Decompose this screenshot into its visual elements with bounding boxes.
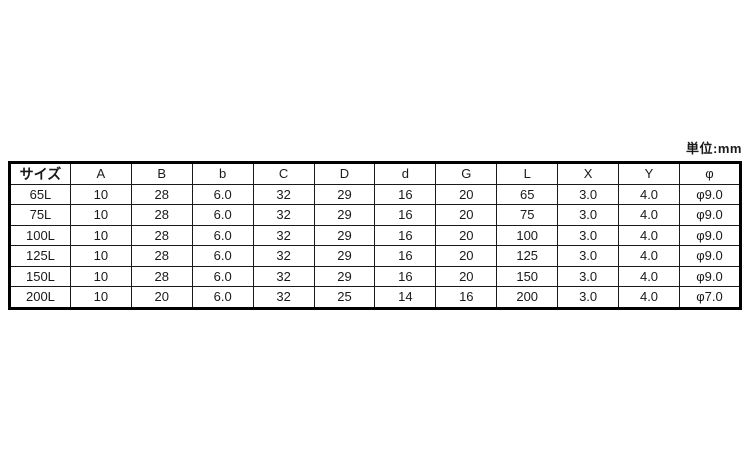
table-row-200L: 200L 10 20 6.0 32 25 14 16 200 3.0 4.0 φ7.0 <box>9 286 742 309</box>
row-label: 150L <box>9 265 71 287</box>
table-cell: 29 <box>313 183 376 205</box>
table-cell: 20 <box>435 183 498 205</box>
column-header-G: G <box>435 162 498 185</box>
table-cell: φ7.0 <box>678 286 742 309</box>
table-cell: 10 <box>69 224 132 246</box>
table-cell: 10 <box>69 245 132 267</box>
table-row-65L: 65L 10 28 6.0 32 29 16 20 65 3.0 4.0 φ9.0 <box>9 183 742 205</box>
table-cell: 32 <box>252 265 315 287</box>
column-header-Y: Y <box>618 162 680 185</box>
table-cell: 4.0 <box>618 183 680 205</box>
table-cell: 32 <box>252 204 315 226</box>
table-cell: 32 <box>252 286 315 309</box>
table-cell: 16 <box>374 224 437 246</box>
column-header-C: C <box>252 162 315 185</box>
table-cell: 14 <box>374 286 437 309</box>
table-cell: 28 <box>130 204 193 226</box>
table-cell: 16 <box>435 286 498 309</box>
table-cell: 6.0 <box>191 224 254 246</box>
table-cell: 10 <box>69 204 132 226</box>
table-cell: 20 <box>435 245 498 267</box>
table-cell: 10 <box>69 286 132 309</box>
table-cell: 4.0 <box>618 224 680 246</box>
table-cell: 3.0 <box>557 245 620 267</box>
table-cell: φ9.0 <box>678 204 742 226</box>
table-cell: 32 <box>252 224 315 246</box>
table-cell: 16 <box>374 183 437 205</box>
table-cell: 20 <box>130 286 193 309</box>
column-header-B: B <box>130 162 193 185</box>
table-cell: 4.0 <box>618 245 680 267</box>
table-cell: 10 <box>69 265 132 287</box>
column-header-L: L <box>496 162 559 185</box>
table-cell: 3.0 <box>557 204 620 226</box>
table-cell: φ9.0 <box>678 224 742 246</box>
table-cell: 3.0 <box>557 224 620 246</box>
table-cell: 16 <box>374 265 437 287</box>
table-cell: 200 <box>496 286 559 309</box>
table-row-150L: 150L 10 28 6.0 32 29 16 20 150 3.0 4.0 φ9.0 <box>9 265 742 287</box>
row-label: 125L <box>9 245 71 267</box>
table-cell: 29 <box>313 245 376 267</box>
table-cell: 29 <box>313 204 376 226</box>
table-cell: 4.0 <box>618 286 680 309</box>
table-cell: 65 <box>496 183 559 205</box>
table-cell: 4.0 <box>618 204 680 226</box>
table-cell: 6.0 <box>191 204 254 226</box>
table-cell: 6.0 <box>191 265 254 287</box>
row-label: 75L <box>9 204 71 226</box>
table-cell: φ9.0 <box>678 265 742 287</box>
table-cell: 29 <box>313 224 376 246</box>
table-cell: 3.0 <box>557 265 620 287</box>
table-cell: 25 <box>313 286 376 309</box>
table-cell: 16 <box>374 204 437 226</box>
column-header-D: D <box>313 162 376 185</box>
table-cell: 20 <box>435 224 498 246</box>
table-cell: 125 <box>496 245 559 267</box>
column-header-b: b <box>191 162 254 185</box>
table-cell: 3.0 <box>557 286 620 309</box>
table-cell: 100 <box>496 224 559 246</box>
column-header-X: X <box>557 162 620 185</box>
column-header-A: A <box>69 162 132 185</box>
row-label: 100L <box>9 224 71 246</box>
row-label: 200L <box>9 286 71 309</box>
table-cell: 20 <box>435 204 498 226</box>
table-cell: 10 <box>69 183 132 205</box>
table-cell: 28 <box>130 245 193 267</box>
table-cell: φ9.0 <box>678 183 742 205</box>
table-cell: 32 <box>252 245 315 267</box>
table-cell: 28 <box>130 265 193 287</box>
table-cell: 29 <box>313 265 376 287</box>
table-cell: 16 <box>374 245 437 267</box>
table-cell: 6.0 <box>191 245 254 267</box>
table-cell: 28 <box>130 224 193 246</box>
table-cell: 32 <box>252 183 315 205</box>
table-cell: 4.0 <box>618 265 680 287</box>
spec-table-body: 65L 10 28 6.0 32 29 16 20 65 3.0 4.0 φ9.0 75L 10 28 6.0… <box>9 183 742 309</box>
table-cell: 20 <box>435 265 498 287</box>
column-header-φ: φ <box>678 162 742 185</box>
table-cell: 150 <box>496 265 559 287</box>
table-cell: 6.0 <box>191 286 254 309</box>
table-row-75L: 75L 10 28 6.0 32 29 16 20 75 3.0 4.0 φ9.0 <box>9 204 742 226</box>
column-header-size: サイズ <box>9 162 71 185</box>
table-cell: 75 <box>496 204 559 226</box>
column-header-d: d <box>374 162 437 185</box>
table-cell: 3.0 <box>557 183 620 205</box>
table-cell: φ9.0 <box>678 245 742 267</box>
table-row-125L: 125L 10 28 6.0 32 29 16 20 125 3.0 4.0 φ9.0 <box>9 245 742 267</box>
unit-label: 単位:mm <box>686 141 742 156</box>
table-cell: 6.0 <box>191 183 254 205</box>
table-cell: 28 <box>130 183 193 205</box>
table-row-100L: 100L 10 28 6.0 32 29 16 20 100 3.0 4.0 φ9.0 <box>9 224 742 246</box>
row-label: 65L <box>9 183 71 205</box>
